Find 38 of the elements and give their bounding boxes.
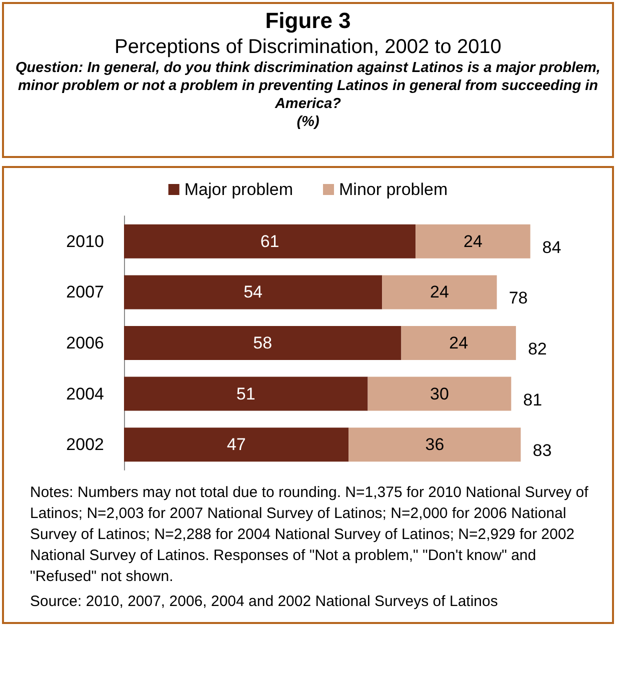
y-tick-label: 2004 [66,384,104,404]
bar [124,376,368,411]
data-label: 61 [260,232,280,251]
text: Notes: Numbers may not total due to rounding. N=1,375 for 2010 National Survey of Latinos; N=2,003 for 2007 National Survey of Latinos; N=2,000 for 2006 National Survey of Latinos; N=2,288 for 2004 National Survey of Latinos; N=2,929 for 2002 National Survey of Latinos. Responses of "Not a problem," "Don't know" and "Refused" not shown. [30,483,590,587]
legend-label: Major problem [184,180,294,199]
bar [124,275,382,310]
total-label: 78 [508,288,528,308]
text: (%) [296,113,320,131]
y-tick-label: 2010 [66,232,104,251]
bar [416,224,530,258]
data-label: 30 [430,384,449,404]
data-label: 24 [449,334,468,352]
bar [124,326,402,360]
data-label: 24 [463,232,482,251]
total-label: 81 [523,390,542,410]
bar [124,224,416,258]
bar [124,428,349,462]
chart-subtitle: Perceptions of Discrimination, 2002 to 2010 [114,36,502,59]
bar [368,376,512,411]
data-label: 47 [226,435,246,454]
bar [348,428,521,462]
source-note: Source: 2010, 2007, 2006, 2004 and 2002 National Surveys of Latinos [30,592,499,612]
y-tick-label: 2006 [66,334,104,352]
total-label: 82 [528,340,547,358]
chart-title: Figure 3 [264,8,352,34]
data-label: 51 [236,384,256,404]
data-label: 24 [430,282,449,302]
total-label: 83 [532,441,552,460]
total-label: 84 [542,238,562,257]
bar [382,275,497,310]
data-label: 54 [244,282,263,302]
bar [401,326,516,360]
y-tick-label: 2007 [66,282,104,302]
legend-label: Minor problem [339,180,448,199]
text: Question: In general, do you think discrimination against Latinos is a major problem, minor problem or not a problem in preventing Latinos in general from succeeding in America? [14,59,602,113]
data-label: 58 [253,334,272,352]
y-tick-label: 2002 [66,435,104,454]
data-label: 36 [425,435,444,454]
